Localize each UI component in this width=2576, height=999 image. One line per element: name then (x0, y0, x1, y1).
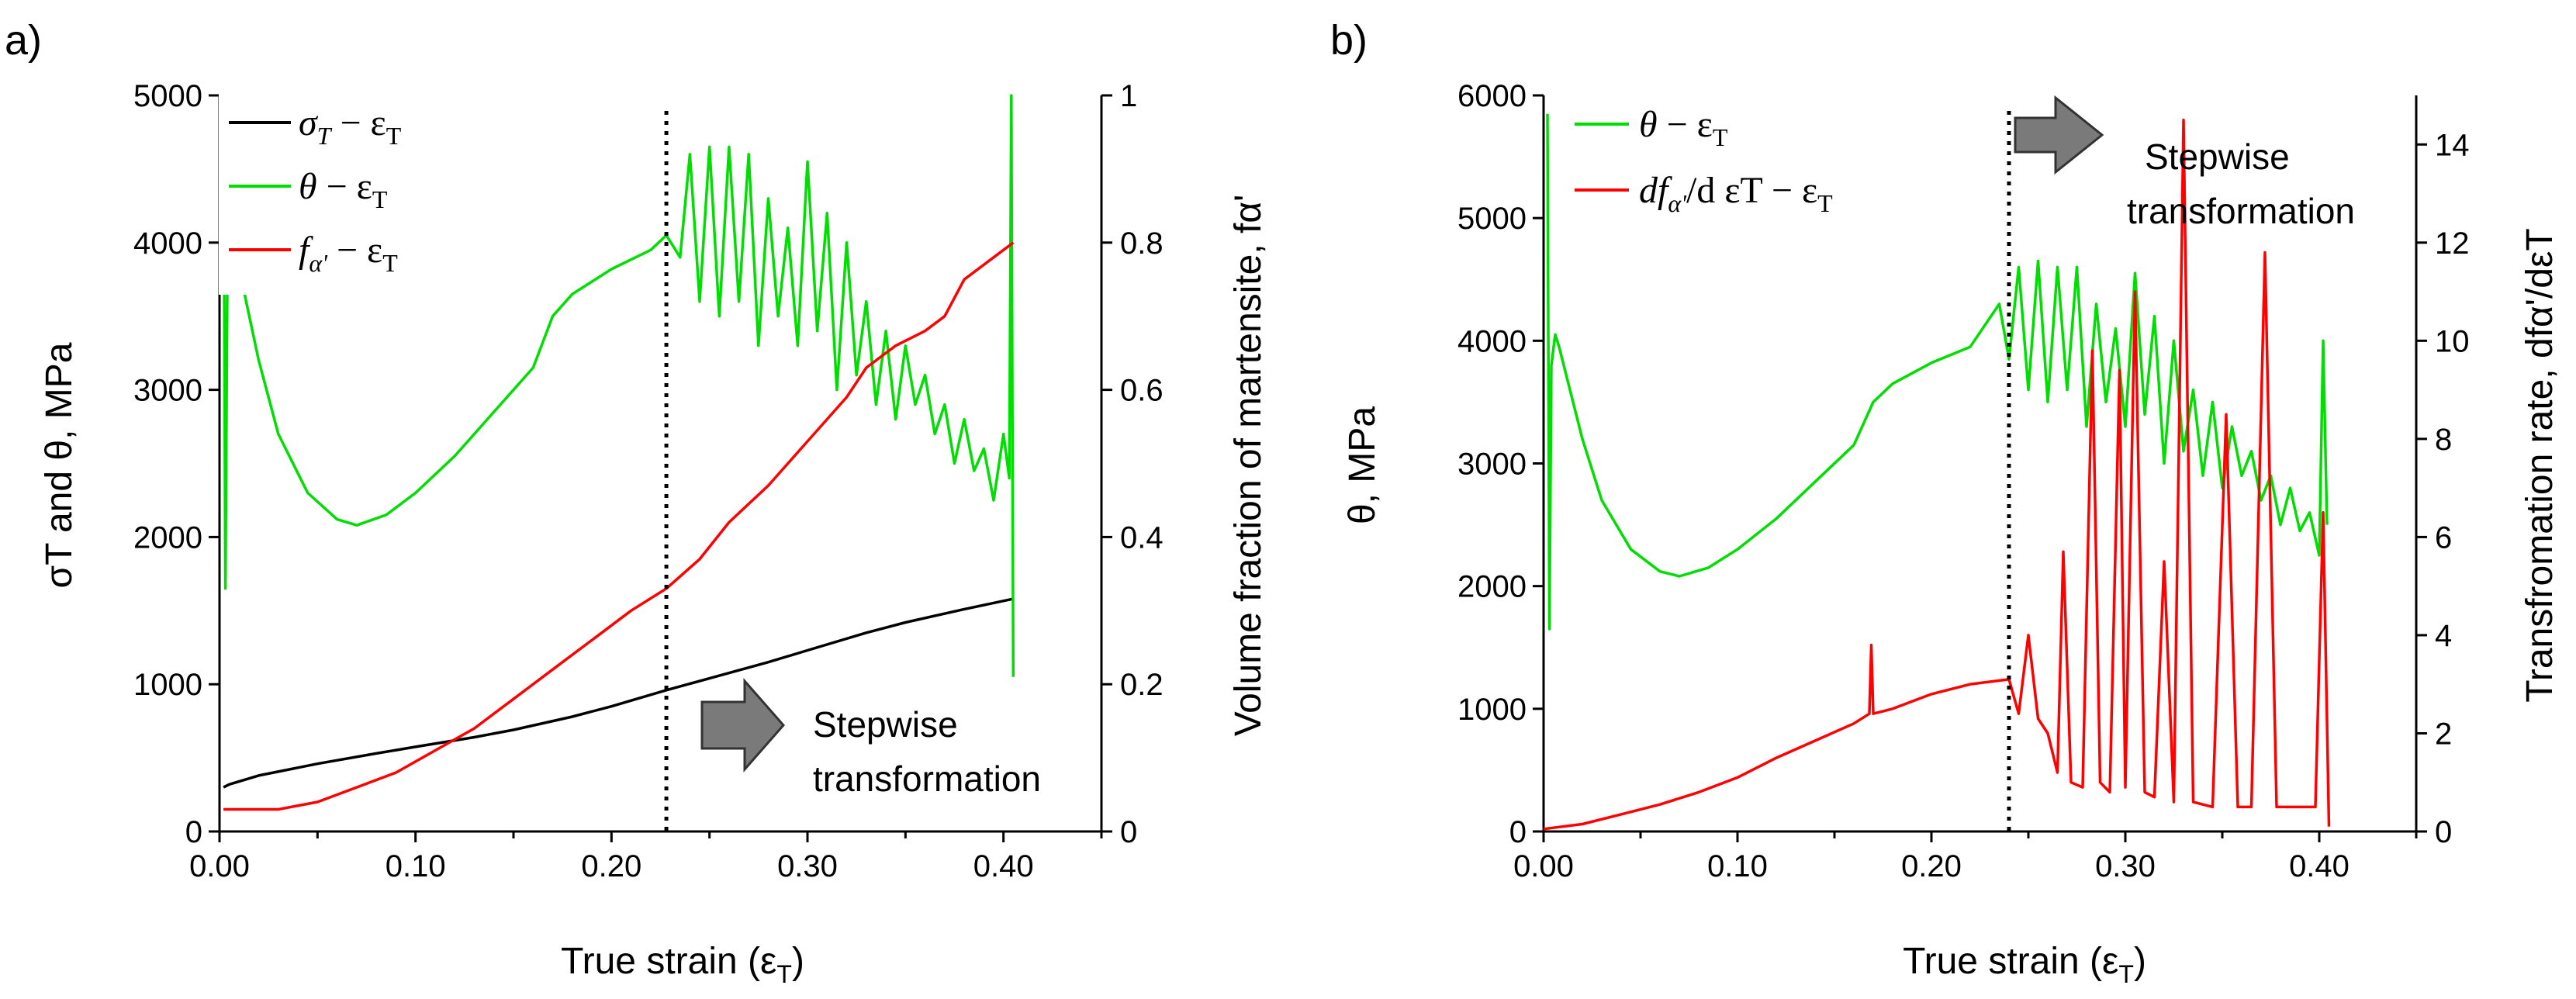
y-left-tick-label: 6000 (1457, 79, 1527, 113)
panel-a-right-axis-title: Volume fraction of martensite, fα' (1228, 195, 1269, 737)
y-right-tick-label: 2 (2435, 717, 2452, 751)
x-tick-label: 0.20 (581, 849, 641, 883)
series-line-2 (222, 94, 1015, 677)
panel-a-label: a) (5, 17, 42, 64)
panel-a-legend-background (219, 92, 560, 295)
panel-b-right-axis-title: Transfromation rate, dfα'/dεT (2519, 228, 2560, 702)
legend-label: fα' − εT (299, 230, 398, 277)
x-tick-label: 0.10 (386, 849, 446, 883)
panel-b-annotation-line1: Stepwise (2145, 137, 2290, 177)
y-right-tick-label: 0.4 (1120, 520, 1164, 555)
series-line-2 (1543, 118, 2331, 831)
y-left-tick-label: 1000 (133, 668, 202, 702)
x-tick-label: 0.10 (1707, 849, 1768, 883)
y-left-tick-label: 5000 (1457, 202, 1527, 236)
y-left-tick-label: 3000 (1457, 448, 1527, 482)
panel-b-left-axis-title: θ, MPa (1342, 406, 1383, 524)
x-tick-label: 0.20 (1901, 849, 1962, 883)
y-right-tick-label: 14 (2435, 128, 2470, 162)
y-left-tick-label: 4000 (133, 226, 202, 261)
panel-b-series (1543, 113, 2331, 831)
panel-a-x-axis-title: True strain (εT) (561, 941, 804, 988)
y-right-tick-label: 0 (2435, 815, 2452, 849)
y-left-tick-label: 1000 (1457, 693, 1527, 727)
x-tick-label: 0.00 (189, 849, 250, 883)
y-right-tick-label: 6 (2435, 520, 2452, 555)
panel-a-left-axis-title: σT and θ, MPa (39, 342, 80, 588)
panel-b-label: b) (1330, 17, 1368, 64)
x-tick-label: 0.30 (2095, 849, 2156, 883)
y-right-tick-label: 4 (2435, 619, 2452, 653)
y-right-tick-label: 12 (2435, 226, 2470, 261)
y-right-tick-label: 10 (2435, 324, 2470, 358)
y-left-tick-label: 5000 (133, 79, 202, 113)
y-right-tick-label: 8 (2435, 423, 2452, 457)
legend-label: dfα'/d εT − εT (1639, 170, 1833, 217)
x-tick-label: 0.30 (777, 849, 838, 883)
legend-label: θ − εT (1639, 104, 1728, 151)
panel-b-axes: 0.00 0.10 0.20 0.30 0.40 0 1000 2000 3000 4000 500… (1457, 79, 2469, 883)
y-right-tick-label: 0.2 (1120, 668, 1164, 702)
x-tick-label: 0.00 (1513, 849, 1574, 883)
panel-a-series (222, 94, 1015, 811)
panel-a: a) 0.00 0.10 0.20 0.30 0.4001000200030004000… (5, 17, 1269, 988)
y-right-tick-label: 0 (1120, 815, 1137, 849)
x-tick-label: 0.40 (973, 849, 1034, 883)
panel-b-legend-background (1563, 92, 1951, 235)
y-right-tick-label: 0.6 (1120, 374, 1164, 408)
y-right-tick-label: 1 (1120, 79, 1137, 113)
panel-b-arrow-icon (2014, 95, 2104, 175)
panel-a-annotation-line1: Stepwise (813, 704, 958, 745)
series-line-1 (1546, 113, 2329, 631)
panel-b: b) 0.00 0.10 0.20 0.30 0.40 0 1000 2000 3000 4000… (1330, 17, 2560, 988)
panel-b-legend: θ − εT dfα'/d εT − εT (1575, 104, 1833, 217)
panel-a-axes: 0.00 0.10 0.20 0.30 0.4001000200030004000500… (133, 79, 1164, 883)
y-left-tick-label: 4000 (1457, 324, 1527, 358)
panel-b-annotation-line2: transformation (2127, 191, 2355, 231)
y-left-tick-label: 0 (1509, 815, 1527, 849)
y-left-tick-label: 2000 (133, 520, 202, 555)
panel-a-annotation-line2: transformation (813, 759, 1041, 799)
panel-a-arrow-icon (700, 678, 785, 773)
legend-label: σT − εT (299, 102, 402, 150)
panel-a-legend: σT − εT θ − εT fα' − εT (229, 102, 402, 277)
y-left-tick-label: 0 (185, 815, 202, 849)
panel-b-x-axis-title: True strain (εT) (1903, 941, 2146, 988)
y-left-tick-label: 2000 (1457, 570, 1527, 604)
y-right-tick-label: 0.8 (1120, 226, 1164, 261)
y-left-tick-label: 3000 (133, 374, 202, 408)
legend-label: θ − εT (299, 166, 388, 213)
series-line-3 (223, 241, 1015, 811)
x-tick-label: 0.40 (2289, 849, 2350, 883)
series-line-1 (223, 597, 1014, 789)
